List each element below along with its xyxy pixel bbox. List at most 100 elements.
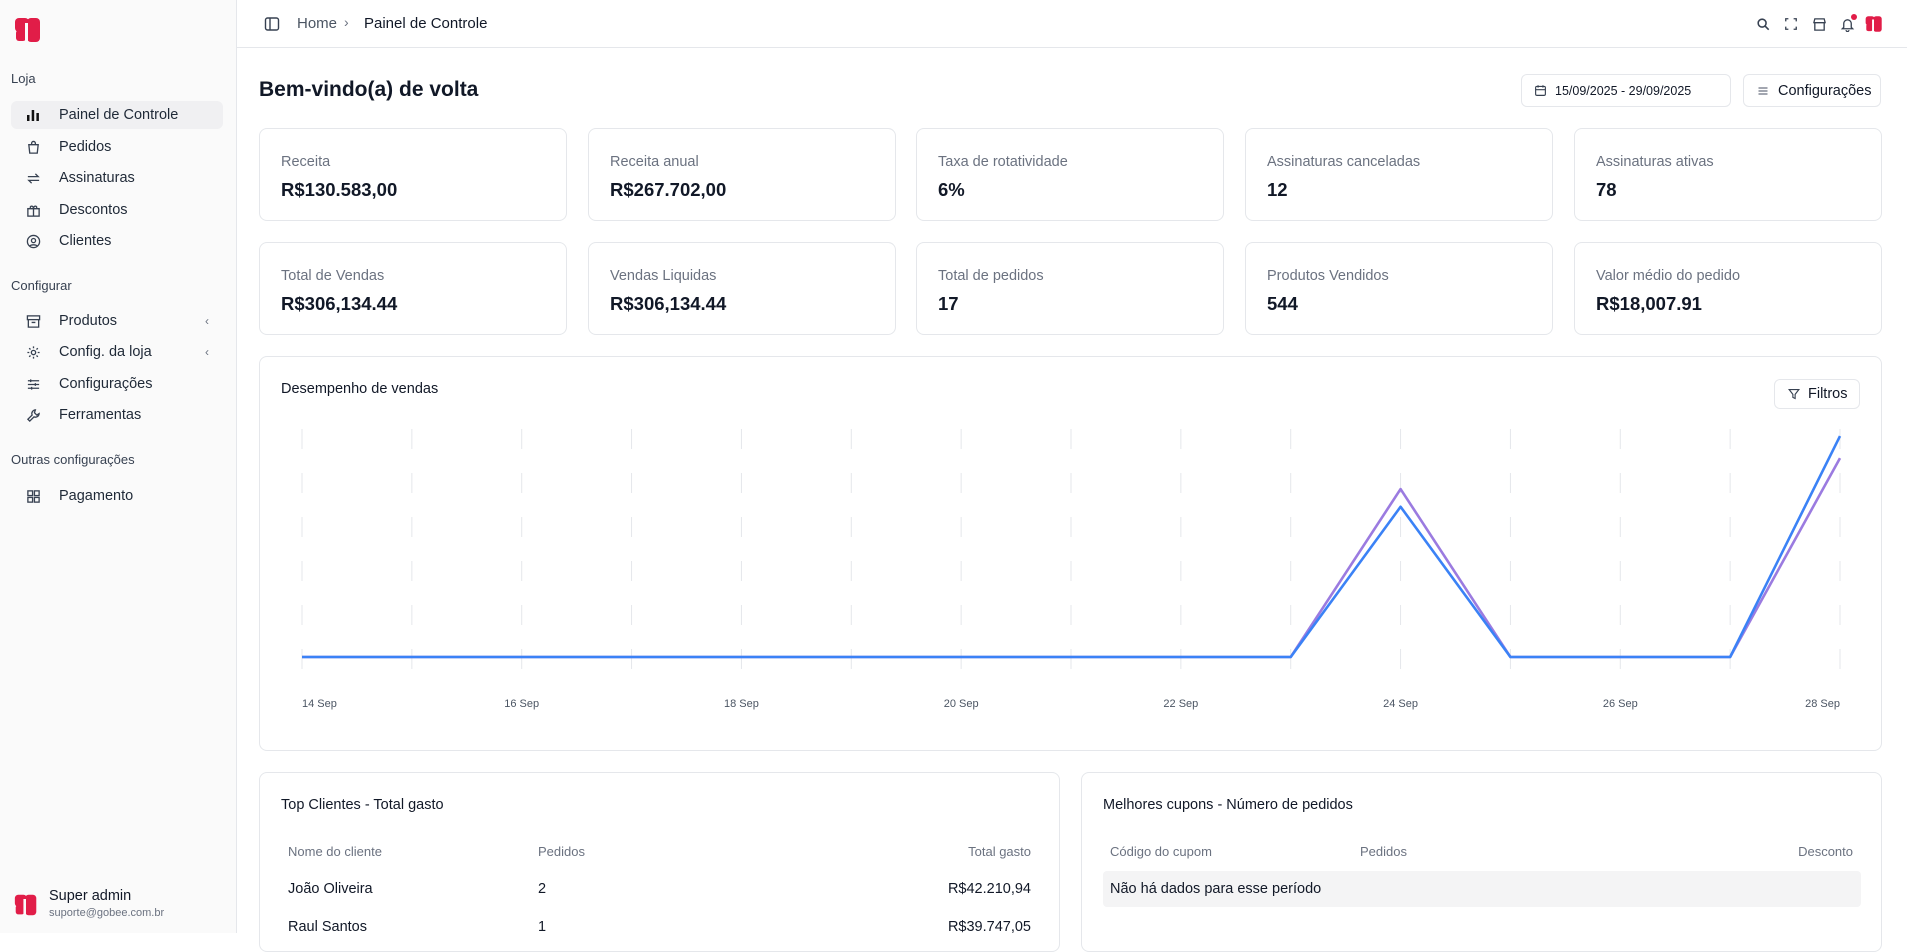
table-title: Melhores cupons - Número de pedidos xyxy=(1103,797,1353,813)
column-header: Pedidos xyxy=(1360,844,1407,859)
date-range-picker[interactable]: 15/09/2025 - 29/09/2025 xyxy=(1521,74,1731,107)
sales-line-chart: 14 Sep 16 Sep 18 Sep 20 Sep 22 Sep 24 Sep 26 S… xyxy=(301,429,1842,710)
column-header: Nome do cliente xyxy=(288,844,382,859)
sidebar-toggle-icon[interactable] xyxy=(264,16,280,32)
nav-section-loja: Loja xyxy=(11,71,36,86)
user-name: Super admin xyxy=(49,888,132,904)
stat-label: Assinaturas ativas xyxy=(1596,154,1714,170)
x-tick-label: 14 Sep xyxy=(302,698,337,710)
x-tick-label: 20 Sep xyxy=(944,698,979,710)
stat-card-rotatividade: Taxa de rotatividade 6% xyxy=(916,128,1224,221)
sidebar-item-pagamento[interactable]: Pagamento xyxy=(11,482,223,510)
avatar xyxy=(14,894,37,916)
sidebar-item-ferramentas[interactable]: Ferramentas xyxy=(11,401,223,429)
x-tick-label: 18 Sep xyxy=(724,698,759,710)
stat-card-canceladas: Assinaturas canceladas 12 xyxy=(1245,128,1553,221)
topbar: Home › Painel de Controle xyxy=(237,0,1907,48)
sidebar-item-produtos[interactable]: Produtos ‹ xyxy=(11,307,223,335)
x-tick-label: 26 Sep xyxy=(1603,698,1638,710)
stat-card-total-vendas: Total de Vendas R$306,134.44 xyxy=(259,242,567,335)
client-name: Raul Santos xyxy=(288,919,367,935)
sidebar-item-assinaturas[interactable]: Assinaturas xyxy=(11,164,223,192)
stat-label: Total de pedidos xyxy=(938,268,1044,284)
user-circle-icon xyxy=(25,233,41,249)
x-tick-label: 16 Sep xyxy=(504,698,539,710)
table-title: Top Clientes - Total gasto xyxy=(281,797,444,813)
stat-value: R$306,134.44 xyxy=(281,293,398,314)
sidebar-item-painel[interactable]: Painel de Controle xyxy=(11,101,223,129)
sidebar-item-label: Pedidos xyxy=(59,139,112,155)
column-header: Total gasto xyxy=(968,844,1031,859)
x-tick-label: 22 Sep xyxy=(1163,698,1198,710)
settings-button[interactable]: Configurações xyxy=(1743,74,1881,107)
stat-card-receita: Receita R$130.583,00 xyxy=(259,128,567,221)
top-coupons-card: Melhores cupons - Número de pedidos Códi… xyxy=(1081,772,1882,952)
sidebar-item-config-loja[interactable]: Config. da loja ‹ xyxy=(11,338,223,366)
chevron-left-icon[interactable]: ‹ xyxy=(205,314,209,328)
client-total: R$39.747,05 xyxy=(947,919,1031,935)
sidebar-item-pedidos[interactable]: Pedidos xyxy=(11,133,223,161)
user-profile[interactable]: Super admin suporte@gobee.com.br xyxy=(12,885,227,925)
breadcrumb-separator: › xyxy=(344,14,349,30)
stat-label: Taxa de rotatividade xyxy=(938,154,1068,170)
stat-value: R$306,134.44 xyxy=(610,293,727,314)
stat-card-valor-medio: Valor médio do pedido R$18,007.91 xyxy=(1574,242,1882,335)
date-range-value: 15/09/2025 - 29/09/2025 xyxy=(1555,83,1692,98)
stat-label: Valor médio do pedido xyxy=(1596,268,1741,284)
sidebar-item-label: Configurações xyxy=(59,376,153,392)
breadcrumb-home[interactable]: Home xyxy=(297,15,338,32)
gear-icon xyxy=(25,344,41,360)
sidebar-item-label: Descontos xyxy=(59,202,128,218)
stat-label: Assinaturas canceladas xyxy=(1267,154,1421,170)
chart-title: Desempenho de vendas xyxy=(281,381,439,397)
fullscreen-icon[interactable] xyxy=(1782,15,1800,33)
stat-value: 17 xyxy=(938,293,959,314)
stat-label: Produtos Vendidos xyxy=(1267,268,1389,284)
repeat-icon xyxy=(25,170,41,186)
empty-state-row: Não há dados para esse período xyxy=(1103,871,1861,907)
empty-state-message: Não há dados para esse período xyxy=(1110,881,1322,897)
stat-value: 544 xyxy=(1267,293,1298,314)
brand-logo-icon[interactable] xyxy=(14,16,42,44)
archive-icon xyxy=(25,313,41,329)
page-title: Bem-vindo(a) de volta xyxy=(259,78,479,101)
brand-logo-icon[interactable] xyxy=(1865,15,1883,33)
stat-value: R$130.583,00 xyxy=(281,179,398,200)
bell-icon[interactable] xyxy=(1838,14,1857,33)
filter-button-label: Filtros xyxy=(1808,386,1848,402)
chevron-left-icon[interactable]: ‹ xyxy=(205,345,209,359)
sliders-icon xyxy=(1758,86,1768,95)
nav-section-outras: Outras configurações xyxy=(11,452,135,467)
client-orders: 1 xyxy=(538,919,547,935)
sidebar-item-label: Assinaturas xyxy=(59,170,135,186)
client-orders: 2 xyxy=(538,881,547,897)
client-total: R$42.210,94 xyxy=(947,881,1031,897)
store-icon[interactable] xyxy=(1810,15,1828,33)
series-line-1 xyxy=(302,435,1842,659)
stat-card-ativas: Assinaturas ativas 78 xyxy=(1574,128,1882,221)
stat-card-receita-anual: Receita anual R$267.702,00 xyxy=(588,128,896,221)
column-header: Desconto xyxy=(1798,844,1853,859)
grid-icon xyxy=(25,488,41,504)
x-tick-label: 28 Sep xyxy=(1805,698,1840,710)
stat-value: 6% xyxy=(938,179,965,200)
stat-value: R$267.702,00 xyxy=(610,179,727,200)
sidebar-item-label: Pagamento xyxy=(59,488,134,504)
sidebar-item-descontos[interactable]: Descontos xyxy=(11,196,223,224)
search-icon[interactable] xyxy=(1754,15,1772,33)
column-header: Código do cupom xyxy=(1110,844,1212,859)
sidebar-item-label: Config. da loja xyxy=(59,344,152,360)
sidebar-item-configuracoes[interactable]: Configurações xyxy=(11,370,223,398)
sliders-icon xyxy=(25,376,41,392)
filter-icon xyxy=(1788,388,1800,400)
stat-value: 78 xyxy=(1596,179,1617,200)
stat-card-total-pedidos: Total de pedidos 17 xyxy=(916,242,1224,335)
bar-chart-icon xyxy=(25,107,41,123)
gift-icon xyxy=(25,202,41,218)
calendar-icon xyxy=(1535,85,1546,96)
client-name: João Oliveira xyxy=(288,881,373,897)
notification-dot xyxy=(1851,14,1857,20)
filter-button[interactable]: Filtros xyxy=(1774,379,1860,409)
sidebar-item-label: Produtos xyxy=(59,313,118,329)
sidebar-item-clientes[interactable]: Clientes xyxy=(11,227,223,255)
